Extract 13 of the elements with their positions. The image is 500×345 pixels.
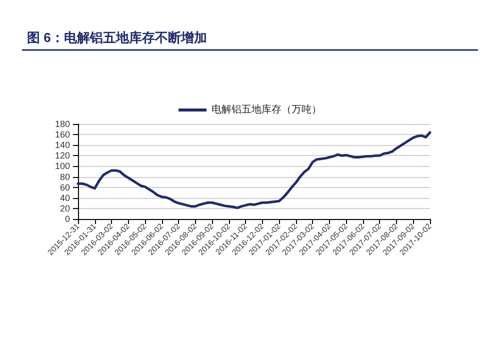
y-tick-label: 120 [54,150,70,161]
y-tick-label: 100 [54,161,70,172]
line-series [76,131,432,210]
y-tick-label: 0 [64,214,70,224]
legend-label: 电解铝五地库存（万吨） [212,104,322,116]
y-tick-label: 60 [60,182,70,192]
y-tick-label: 160 [54,130,70,140]
chart-title: 图 6：电解铝五地库存不断增加 [27,30,207,45]
y-tick-label: 40 [60,192,70,203]
y-tick-label: 140 [54,140,70,150]
y-tick-label: 80 [60,172,70,182]
y-tick-label: 20 [60,203,70,214]
y-tick-label: 180 [54,119,70,129]
